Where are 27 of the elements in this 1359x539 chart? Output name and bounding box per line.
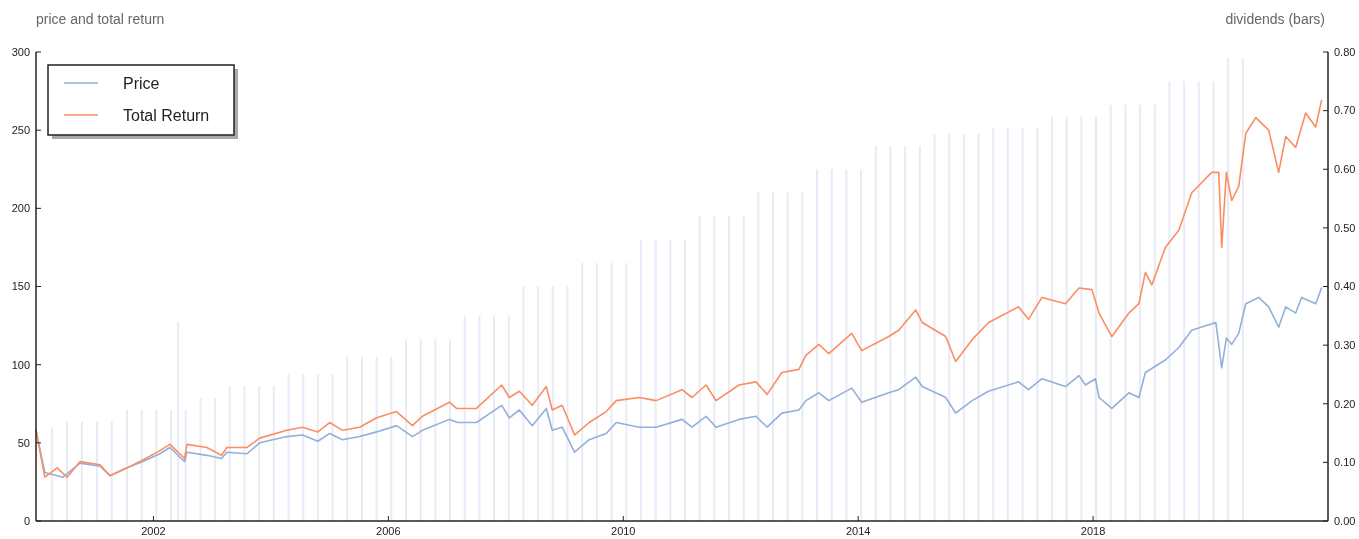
y-tick-label: 0 (23, 514, 30, 527)
y2-tick-label: 0.80 (1334, 45, 1356, 58)
y2-tick-label: 0.20 (1334, 397, 1356, 410)
y-tick-label: 150 (11, 280, 30, 293)
x-tick-label: 2014 (845, 525, 871, 537)
y-tick-label: 200 (11, 202, 30, 215)
x-tick-label: 2002 (141, 525, 166, 537)
x-tick-label: 2018 (1080, 525, 1106, 537)
x-tick-label: 2010 (611, 525, 636, 537)
y2-axis-title: dividends (bars) (1225, 11, 1325, 27)
y2-tick-label: 0.10 (1334, 456, 1356, 469)
y-tick-label: 300 (11, 45, 30, 58)
y2-tick-label: 0.40 (1334, 280, 1356, 293)
legend-label: Price (123, 74, 160, 92)
y2-tick-label: 0.30 (1334, 338, 1356, 351)
y2-tick-label: 0.00 (1334, 514, 1356, 527)
x-tick-label: 2006 (376, 525, 401, 537)
y-tick-label: 250 (11, 124, 30, 137)
y-tick-label: 50 (17, 436, 30, 449)
y2-tick-label: 0.70 (1334, 104, 1356, 117)
legend-label: Total Return (123, 106, 210, 124)
line-series (35, 99, 1323, 479)
y2-tick-label: 0.60 (1334, 163, 1356, 176)
y-tick-label: 100 (11, 358, 30, 371)
y-axis-title: price and total return (36, 11, 165, 27)
y2-tick-label: 0.50 (1334, 221, 1356, 234)
line-series (35, 287, 1323, 479)
